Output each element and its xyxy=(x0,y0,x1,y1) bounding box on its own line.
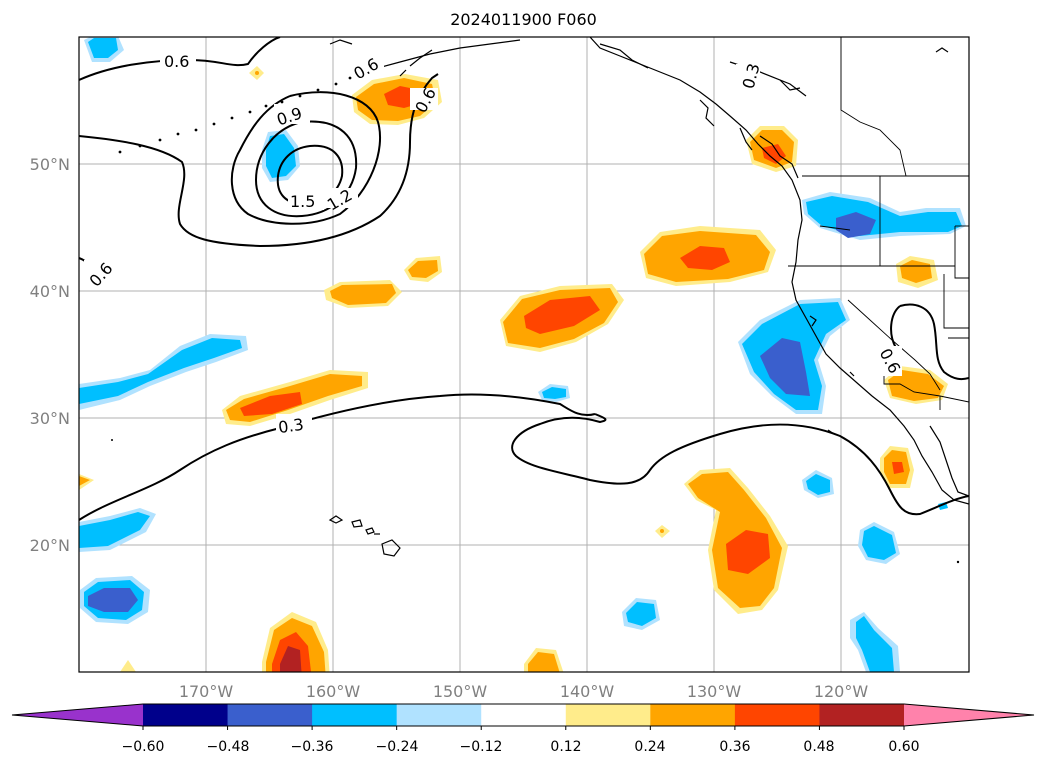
hawaiian-islands xyxy=(328,515,401,557)
colorbar-segment xyxy=(143,704,229,726)
lon-tick-label: 150°W xyxy=(433,682,488,701)
lat-tick-label: 40°N xyxy=(30,282,70,301)
patch-16n-172w xyxy=(80,576,150,624)
patch-41n-155w xyxy=(404,256,442,282)
patch-42n-115w xyxy=(896,256,938,288)
colorbar-segment xyxy=(650,704,736,726)
patch-34n-170w xyxy=(79,334,248,410)
contour-label: 0.6 xyxy=(164,52,189,71)
patch-20n-126w xyxy=(684,468,788,614)
patch-21n-177w xyxy=(79,508,156,552)
patch-12n-163w xyxy=(262,612,330,672)
patch-25n-116w xyxy=(880,446,914,488)
colorbar-ticks: −0.60 −0.48 −0.36 −0.24 −0.12 0.12 0.24 … xyxy=(122,739,920,755)
lon-tick-label: 160°W xyxy=(306,682,361,701)
patch-25n-123w xyxy=(802,470,834,498)
patch-30n-147w xyxy=(538,384,570,402)
lat-tick-label: 50°N xyxy=(30,155,70,174)
lon-tick-label: 130°W xyxy=(687,682,742,701)
patch-15n-137w xyxy=(622,598,660,630)
colorbar-tick-label: −0.12 xyxy=(460,739,503,755)
patch-12n-118w xyxy=(850,612,900,672)
colorbar-segment xyxy=(312,704,398,726)
colorbar-extend-min xyxy=(12,704,143,726)
patch-45n-120w xyxy=(802,192,966,240)
lat-tick-label: 20°N xyxy=(30,536,70,555)
colorbar-tick-label: −0.36 xyxy=(291,739,334,755)
patch-39n-159w xyxy=(324,280,402,308)
map-frame xyxy=(78,36,970,673)
colorbar-tick-label: −0.24 xyxy=(376,739,419,755)
colorbar-tick-label: −0.48 xyxy=(207,739,250,755)
colorbar-tick-label: 0.24 xyxy=(634,739,665,755)
lon-tick-label: 140°W xyxy=(560,682,615,701)
colorbar-segment xyxy=(734,704,820,726)
colorbar-segment xyxy=(227,704,313,726)
map-title: 2024011900 F060 xyxy=(450,10,597,29)
colorbar-extend-max xyxy=(904,704,1034,726)
colorbar-segment xyxy=(565,704,651,726)
colorbar-tick-label: 0.48 xyxy=(803,739,834,755)
patch-31n-163w xyxy=(222,370,368,426)
patch-20n-117w xyxy=(858,522,900,564)
patch-38n-140w xyxy=(500,284,624,352)
patch-top-left xyxy=(84,37,124,62)
colorbar-tick-label: 0.60 xyxy=(888,739,919,755)
colorbar-segment xyxy=(396,704,482,726)
colorbar-tick-label: 0.36 xyxy=(719,739,750,755)
coastlines xyxy=(329,37,969,505)
patch-small-positives xyxy=(79,66,670,672)
colorbar-tick-label: 0.12 xyxy=(550,739,581,755)
lon-tick-label: 120°W xyxy=(814,682,869,701)
contour-label: 1.5 xyxy=(290,192,315,211)
negative-anomaly-patches xyxy=(79,37,966,672)
positive-anomaly-patches xyxy=(79,66,948,672)
contour-label: 0.3 xyxy=(277,415,305,437)
patch-35n-124w xyxy=(738,298,850,414)
political-borders xyxy=(788,37,969,410)
colorbar-segment xyxy=(481,704,567,726)
map-plot-area: 0.6 0.9 1.5 1.2 0.6 0.6 0.3 0.3 0.6 0.6 xyxy=(79,37,969,672)
colorbar xyxy=(11,703,1035,730)
lat-tick-label: 30°N xyxy=(30,409,70,428)
contour-labels: 0.6 0.9 1.5 1.2 0.6 0.6 0.3 0.3 0.6 0.6 xyxy=(84,50,904,437)
patch-50n-165w xyxy=(262,130,300,182)
contour-lines xyxy=(79,37,969,521)
patch-bc-coast xyxy=(746,126,798,172)
latitude-ticks: 20°N 30°N 40°N 50°N xyxy=(30,155,70,555)
patch-11n-144w xyxy=(524,648,564,672)
patch-42n-130w xyxy=(640,226,776,286)
colorbar-segment xyxy=(819,704,905,726)
colorbar-tick-label: −0.60 xyxy=(122,739,165,755)
lon-tick-label: 170°W xyxy=(179,682,234,701)
longitude-ticks: 170°W 160°W 150°W 140°W 130°W 120°W xyxy=(179,682,869,701)
